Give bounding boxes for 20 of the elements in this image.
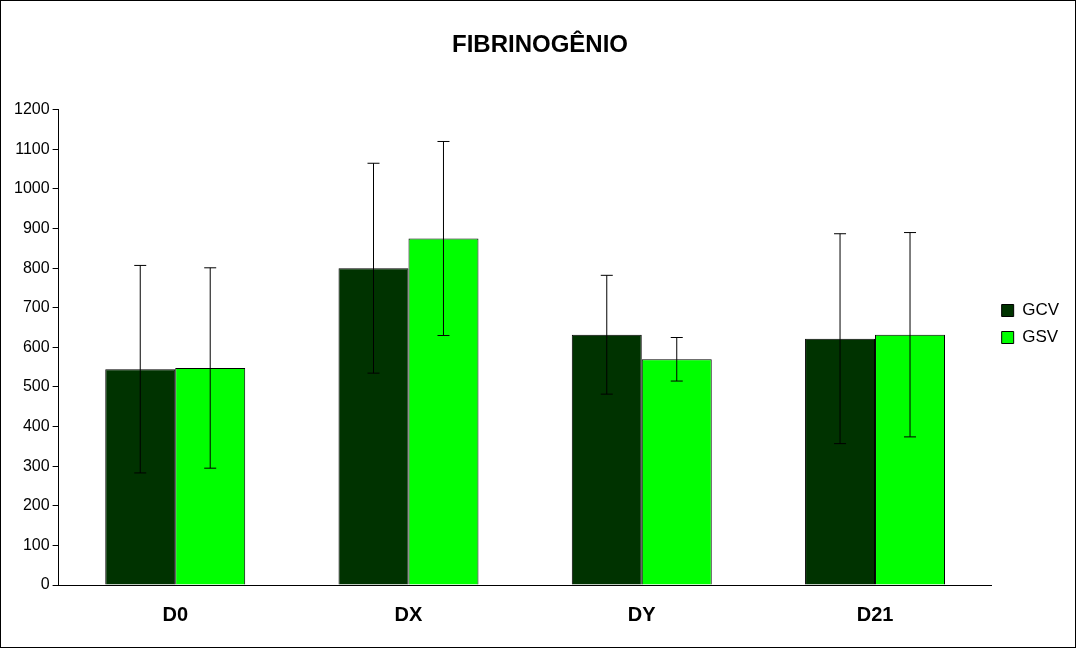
x-tick-label: DX xyxy=(394,602,424,625)
legend-label: GSV xyxy=(1022,327,1059,347)
y-tick-label: 1000 xyxy=(14,179,50,197)
y-tick-label: 600 xyxy=(22,337,50,355)
y-tick-label: 1200 xyxy=(14,100,50,118)
legend-label: GCV xyxy=(1022,300,1060,320)
y-tick-label: 100 xyxy=(22,535,50,553)
chart-title: FIBRINOGÊNIO xyxy=(451,30,629,58)
x-tick-label: DY xyxy=(627,602,657,625)
y-tick-label: 800 xyxy=(22,258,50,276)
x-tick-label: D0 xyxy=(162,602,189,625)
x-tick-label: D21 xyxy=(856,602,894,625)
y-tick-label: 400 xyxy=(22,417,50,435)
y-tick-label: 1100 xyxy=(15,139,50,157)
y-tick-label: 500 xyxy=(22,377,50,395)
y-tick-label: 0 xyxy=(40,575,50,593)
y-tick-label: 300 xyxy=(22,456,50,474)
y-tick-label: 200 xyxy=(22,496,50,514)
y-tick-label: 900 xyxy=(22,219,50,237)
y-tick-label: 700 xyxy=(22,298,50,316)
